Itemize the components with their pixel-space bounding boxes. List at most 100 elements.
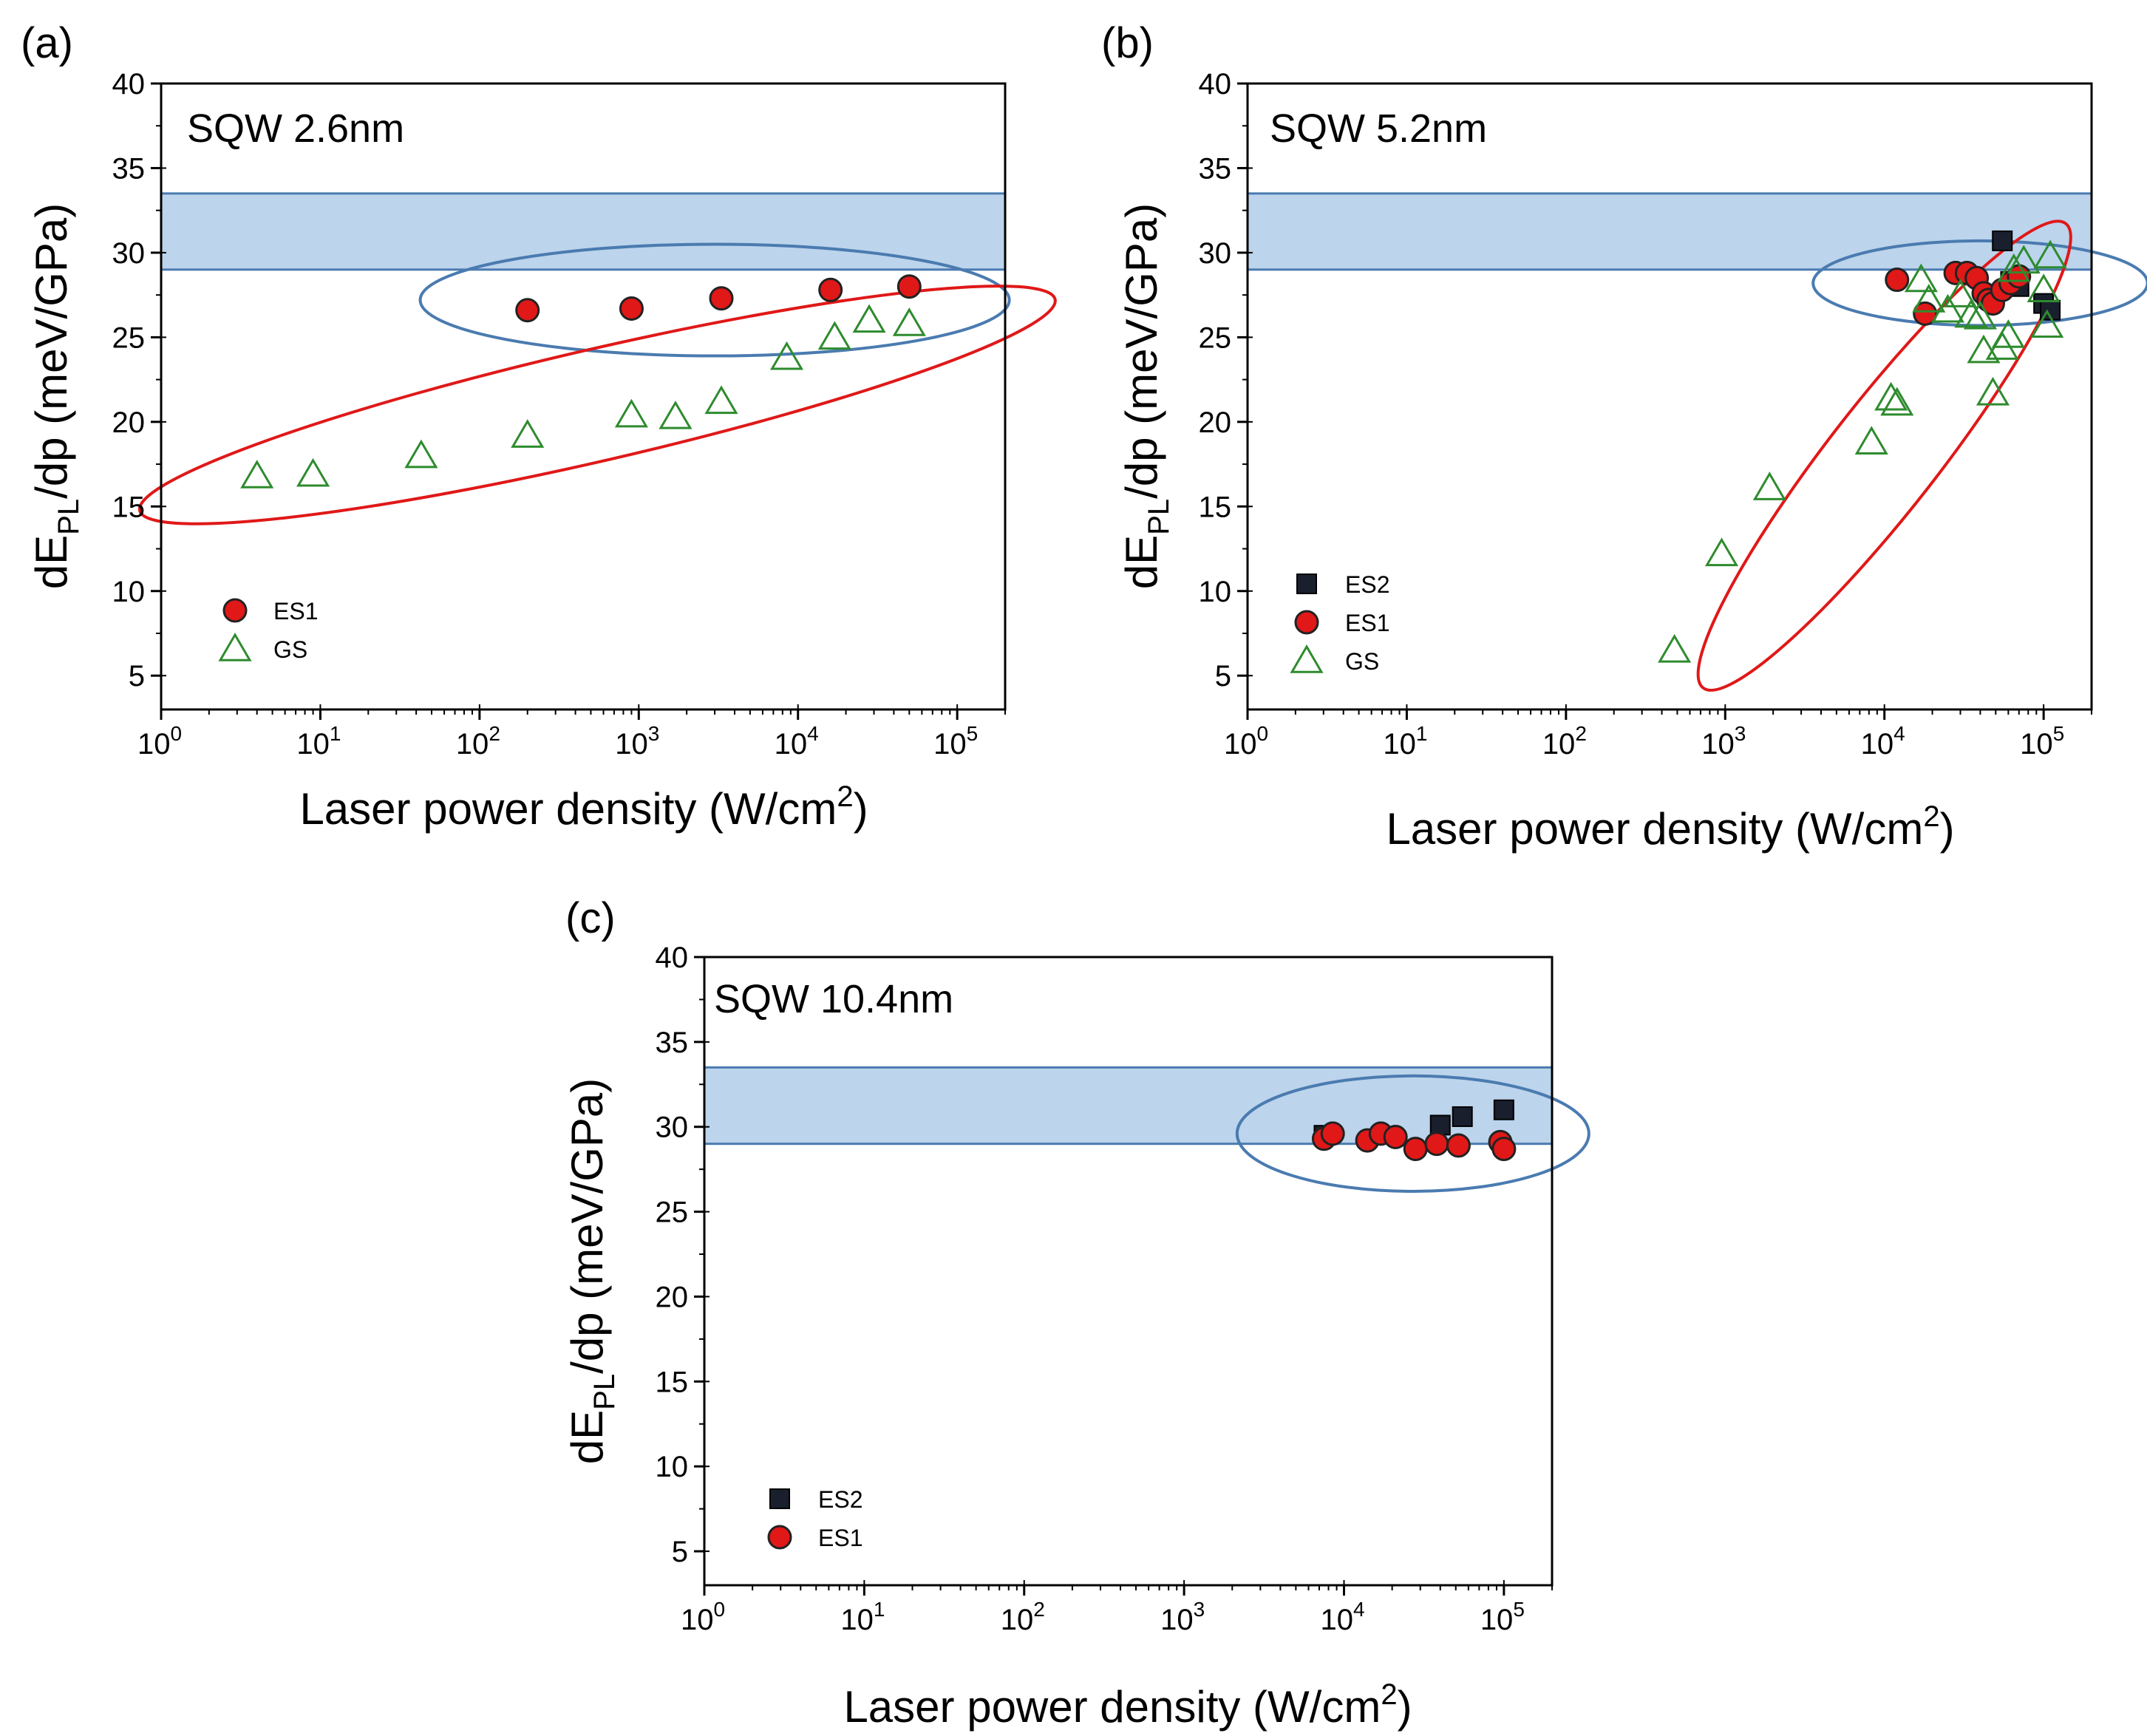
- data-point-es1: [1885, 268, 1910, 293]
- y-tick-label: 20: [112, 406, 146, 439]
- data-point-gs: [2027, 273, 2061, 302]
- plot-frame: [160, 82, 1007, 711]
- data-point-gs: [1874, 381, 1908, 411]
- x-axis-title: Laser power density (W/cm2): [299, 780, 868, 834]
- x-tick-label: 105: [1480, 1598, 1525, 1636]
- x-tick-label: 101: [1383, 722, 1427, 760]
- x-tick-label: 100: [1224, 722, 1268, 760]
- x-axis-title: Laser power density (W/cm2): [843, 1678, 1412, 1732]
- legend-label: ES1: [273, 598, 318, 624]
- data-point-gs: [1752, 472, 1786, 500]
- chart-panel-c: 5 10 15 20 25 30 35 40 100 101 102 103 104 105 Laser p…: [562, 894, 1590, 1732]
- data-point-gs: [240, 460, 274, 489]
- x-tick-label: 104: [775, 722, 819, 760]
- legend-label: GS: [1345, 648, 1379, 675]
- data-point-gs: [1976, 376, 2010, 406]
- legend-label: ES2: [818, 1486, 862, 1513]
- y-tick-label: 30: [1199, 237, 1232, 270]
- legend-marker-es1: [222, 598, 248, 623]
- series-es1: [515, 274, 922, 323]
- y-axis-title: dEPL/dp (meV/GPa): [562, 1078, 621, 1464]
- data-point-gs: [892, 307, 926, 336]
- x-tick-label: 103: [1701, 722, 1746, 760]
- data-point-es1: [515, 298, 540, 323]
- y-tick-label: 25: [1199, 321, 1232, 354]
- data-point-es1: [1320, 1121, 1345, 1146]
- y-tick-label: 10: [112, 576, 146, 608]
- data-point-es1: [1424, 1131, 1449, 1157]
- x-tick-label: 104: [1861, 722, 1905, 760]
- data-point-gs: [1704, 537, 1739, 567]
- data-point-gs: [1658, 633, 1692, 663]
- data-point-gs: [1963, 300, 1997, 330]
- data-point-gs: [1904, 263, 1938, 293]
- x-tick-label: 101: [840, 1598, 885, 1636]
- highlight-ellipse-1: [137, 285, 1057, 525]
- data-point-gs: [659, 400, 693, 429]
- legend-marker-es2: [1296, 573, 1317, 594]
- data-point-gs: [2033, 239, 2067, 269]
- legend: ES1 GS: [218, 598, 318, 663]
- data-point-es1: [896, 274, 922, 299]
- y-tick-label: 15: [112, 491, 146, 523]
- data-point-es2: [1493, 1099, 1514, 1120]
- y-tick-label: 40: [656, 942, 689, 974]
- y-tick-label: 25: [656, 1197, 689, 1229]
- data-point-es2: [1452, 1106, 1473, 1127]
- y-tick-label: 30: [656, 1112, 689, 1144]
- reference-band: [704, 1066, 1552, 1146]
- panel-label: (b): [1101, 19, 1154, 67]
- data-point-gs: [1854, 426, 1888, 455]
- y-tick-label: 20: [1199, 406, 1232, 439]
- x-tick-label: 102: [1542, 722, 1587, 760]
- y-tick-label: 25: [112, 321, 146, 354]
- x-tick-label: 103: [615, 722, 659, 760]
- legend-label: ES2: [1345, 571, 1389, 598]
- sample-annotation: SQW 2.6nm: [187, 106, 404, 151]
- y-tick-label: 20: [656, 1281, 689, 1313]
- data-point-gs: [1943, 279, 1978, 307]
- data-point-gs: [1880, 387, 1914, 416]
- data-point-gs: [1991, 319, 2025, 348]
- y-tick-label: 15: [1199, 491, 1232, 523]
- legend-marker-gs: [218, 633, 252, 661]
- data-point-es1: [1383, 1125, 1408, 1150]
- series-gs: [1658, 239, 2067, 663]
- data-point-gs: [296, 457, 330, 487]
- reference-band: [1248, 192, 2092, 271]
- y-tick-label: 5: [129, 660, 145, 692]
- panel-label: (c): [565, 894, 616, 942]
- sample-annotation: SQW 5.2nm: [1270, 106, 1487, 151]
- x-tick-label: 104: [1320, 1598, 1364, 1636]
- x-tick-label: 102: [1001, 1598, 1045, 1636]
- data-point-gs: [817, 321, 851, 350]
- x-tick-label: 102: [456, 722, 500, 760]
- reference-band: [161, 192, 1005, 271]
- data-point-gs: [2007, 245, 2041, 274]
- y-tick-label: 5: [1215, 660, 1231, 692]
- data-point-gs: [2030, 309, 2064, 338]
- legend-marker-es2: [769, 1488, 790, 1509]
- data-point-gs: [704, 385, 738, 415]
- chart-panel-b: 5 10 15 20 25 30 35 40 100 101 102 103 104 105 Laser p…: [1101, 19, 2147, 854]
- legend-label: ES1: [818, 1525, 862, 1551]
- data-point-gs: [511, 419, 545, 448]
- y-tick-label: 15: [656, 1366, 689, 1398]
- legend: ES2 ES1 GS: [1290, 571, 1389, 675]
- data-point-gs: [1954, 299, 1988, 328]
- data-point-gs: [852, 304, 886, 333]
- highlight-ellipse-0: [418, 242, 1011, 358]
- data-point-gs: [404, 439, 438, 469]
- panel-label: (a): [21, 19, 73, 67]
- y-tick-label: 10: [656, 1451, 689, 1483]
- x-tick-label: 100: [681, 1598, 725, 1636]
- highlight-ellipse-1: [1696, 219, 2072, 692]
- data-point-es1: [709, 286, 734, 311]
- data-point-gs: [1912, 284, 1946, 313]
- chart-panel-a: 5 10 15 20 25 30 35 40 100 101 102 103 104 105 Laser p…: [21, 19, 1057, 834]
- x-tick-label: 100: [137, 722, 182, 760]
- plot-frame: [703, 956, 1554, 1587]
- y-axis-title: dEPL/dp (meV/GPa): [27, 203, 85, 589]
